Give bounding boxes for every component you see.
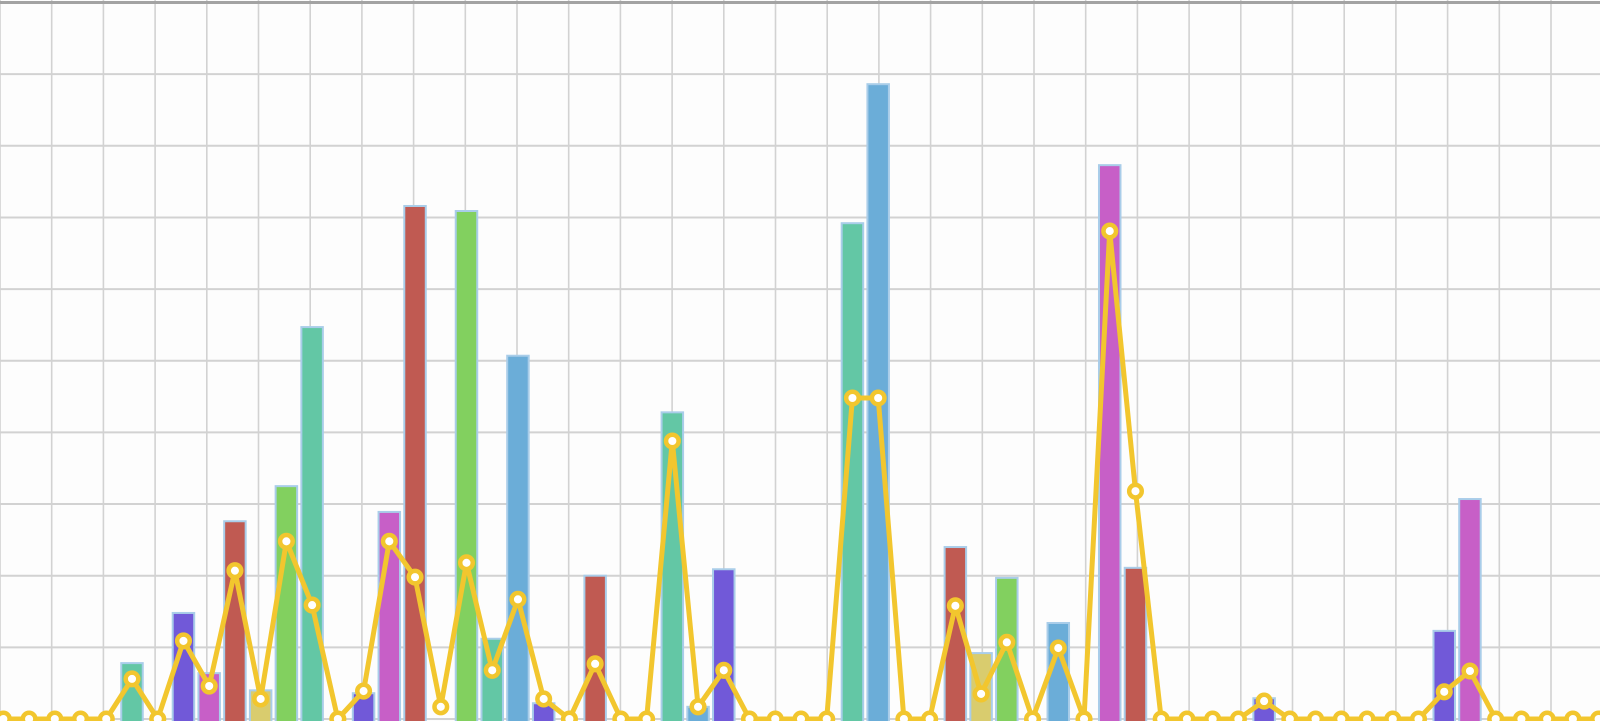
- bar[interactable]: [274, 485, 299, 721]
- line-point-marker[interactable]: [1332, 710, 1350, 721]
- line-point-marker[interactable]: [174, 632, 193, 650]
- line-point-marker[interactable]: [998, 633, 1016, 651]
- line-point-marker[interactable]: [1409, 710, 1428, 721]
- line-point-marker[interactable]: [252, 690, 270, 708]
- line-point-marker[interactable]: [432, 698, 450, 716]
- line-point-marker[interactable]: [895, 710, 913, 721]
- line-point-marker[interactable]: [1126, 482, 1145, 500]
- line-point-marker[interactable]: [972, 685, 990, 703]
- line-point-marker[interactable]: [1024, 710, 1042, 721]
- line-point-marker[interactable]: [535, 690, 553, 708]
- bar[interactable]: [1432, 629, 1456, 721]
- line-point-marker[interactable]: [1461, 662, 1479, 680]
- line-point-marker[interactable]: [303, 596, 321, 614]
- line-point-marker[interactable]: [97, 710, 115, 721]
- line-point-marker[interactable]: [0, 710, 12, 721]
- line-point-marker[interactable]: [406, 568, 424, 586]
- line-point-marker[interactable]: [1590, 710, 1600, 721]
- bar[interactable]: [583, 574, 607, 721]
- line-point-marker[interactable]: [1564, 710, 1582, 721]
- line-point-marker[interactable]: [483, 661, 501, 679]
- bar[interactable]: [840, 222, 865, 721]
- line-point-marker[interactable]: [1229, 710, 1247, 721]
- line-point-marker[interactable]: [1435, 683, 1453, 701]
- line-point-marker[interactable]: [612, 710, 630, 721]
- line-point-marker[interactable]: [869, 389, 887, 407]
- line-point-marker[interactable]: [1255, 692, 1273, 710]
- line-point-marker[interactable]: [149, 710, 167, 721]
- line-point-marker[interactable]: [689, 698, 707, 716]
- line-point-marker[interactable]: [1487, 710, 1505, 721]
- line-point-marker[interactable]: [46, 710, 64, 721]
- line-point-marker[interactable]: [818, 710, 836, 721]
- line-point-marker[interactable]: [123, 670, 141, 688]
- line-point-marker[interactable]: [1152, 710, 1170, 721]
- line-point-marker[interactable]: [638, 710, 656, 721]
- line-point-marker[interactable]: [200, 677, 218, 695]
- bar[interactable]: [506, 354, 530, 721]
- line-point-marker[interactable]: [1358, 710, 1376, 721]
- line-point-marker[interactable]: [1512, 710, 1530, 721]
- line-point-marker[interactable]: [277, 532, 295, 550]
- line-point-marker[interactable]: [1204, 710, 1222, 721]
- line-point-marker[interactable]: [1178, 710, 1196, 721]
- line-point-marker[interactable]: [586, 655, 604, 673]
- line-point-marker[interactable]: [946, 597, 964, 615]
- line-point-marker[interactable]: [509, 590, 527, 608]
- bar[interactable]: [712, 568, 736, 721]
- line-point-marker[interactable]: [921, 710, 939, 721]
- line-point-marker[interactable]: [457, 554, 476, 572]
- bar[interactable]: [300, 326, 324, 721]
- bar[interactable]: [1123, 566, 1148, 721]
- line-point-marker[interactable]: [1281, 710, 1299, 721]
- line-point-marker[interactable]: [1101, 222, 1119, 240]
- line-point-marker[interactable]: [1538, 710, 1556, 721]
- marker-layer: [0, 222, 1600, 721]
- line-point-marker[interactable]: [1049, 639, 1067, 657]
- line-point-marker[interactable]: [355, 682, 373, 700]
- line-point-marker[interactable]: [792, 710, 810, 721]
- line-point-marker[interactable]: [226, 562, 244, 580]
- bar[interactable]: [454, 210, 479, 721]
- line-point-marker[interactable]: [715, 661, 733, 679]
- line-point-marker[interactable]: [663, 432, 681, 450]
- line-point-marker[interactable]: [380, 532, 398, 550]
- bar[interactable]: [223, 520, 247, 721]
- line-point-marker[interactable]: [1384, 710, 1402, 721]
- line-point-marker[interactable]: [1075, 710, 1093, 721]
- line-point-marker[interactable]: [329, 710, 347, 721]
- line-point-marker[interactable]: [20, 710, 38, 721]
- line-point-marker[interactable]: [766, 710, 784, 721]
- line-point-marker[interactable]: [843, 389, 861, 407]
- line-point-marker[interactable]: [740, 710, 759, 721]
- bar[interactable]: [403, 204, 427, 721]
- line-point-marker[interactable]: [1307, 710, 1325, 721]
- line-point-marker[interactable]: [71, 710, 90, 721]
- line-point-marker[interactable]: [560, 710, 578, 721]
